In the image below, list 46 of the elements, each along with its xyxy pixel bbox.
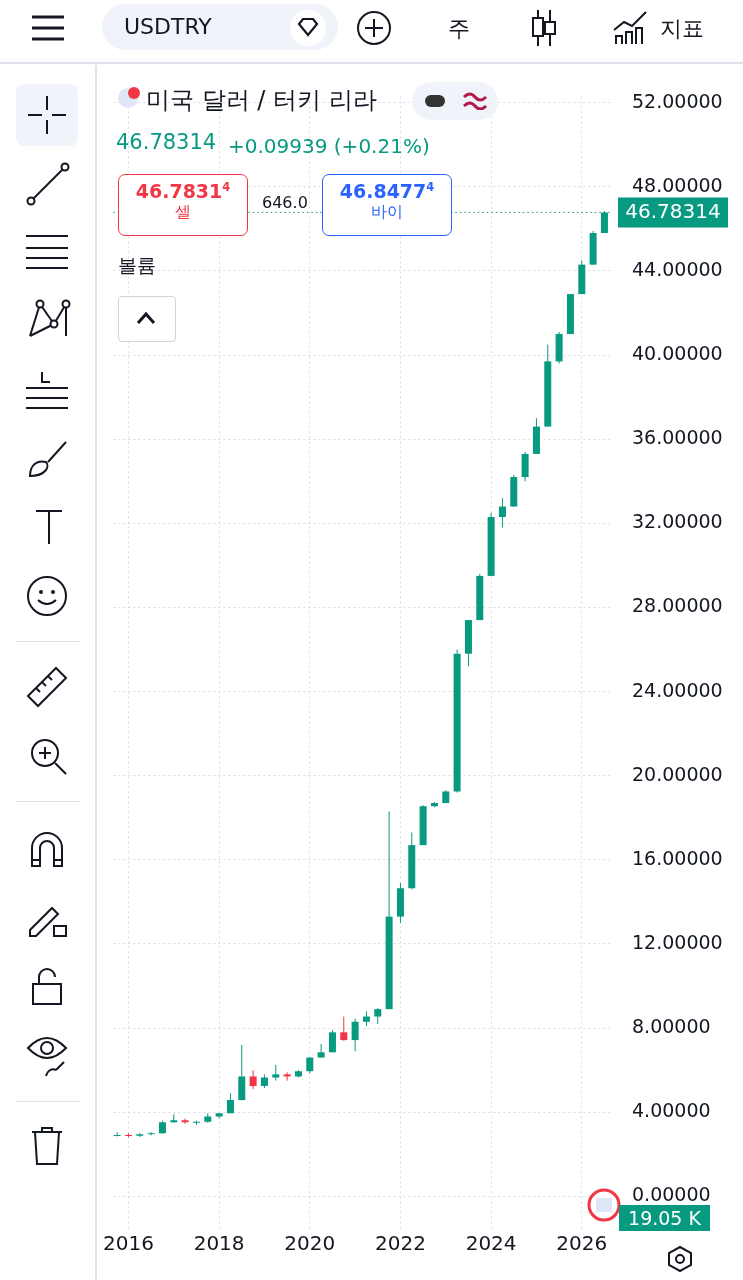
x-tick-label: 2022 <box>374 1231 426 1256</box>
candlestick <box>340 1016 348 1042</box>
text: USDTRY <box>124 14 212 39</box>
y-tick-label: 32.00000 <box>632 510 723 533</box>
candlestick <box>249 1069 257 1090</box>
y-tick-label: 48.00000 <box>632 173 723 196</box>
y-tick-label: 24.00000 <box>632 678 723 701</box>
text: 19.05 K <box>619 1205 710 1231</box>
chart-title: 미국 달러 / 터키 리라 <box>146 85 377 116</box>
candlestick <box>498 497 506 529</box>
candlestick <box>521 451 529 482</box>
candlestick <box>238 1044 246 1102</box>
candlestick <box>113 1131 121 1137</box>
y-tick-label: 52.00000 <box>632 89 723 112</box>
y-tick-label: 40.00000 <box>632 342 723 365</box>
candlestick <box>181 1118 189 1125</box>
annotation: +0.09939 (+0.21%) <box>228 134 430 158</box>
annotation: 바이 <box>370 202 404 224</box>
candlestick <box>283 1071 291 1082</box>
text: 지표 <box>660 15 704 43</box>
annotation: 46.7831$^{4}$ <box>134 180 232 203</box>
y-tick-label: 20.00000 <box>632 762 723 785</box>
x-tick-label: 2024 <box>465 1231 517 1256</box>
candlestick <box>147 1131 155 1136</box>
candlestick <box>317 1043 325 1059</box>
ref-line-label: 46.78314 <box>625 198 721 223</box>
y-tick-label: 36.00000 <box>632 426 723 449</box>
x-tick-label: 2026 <box>556 1231 608 1256</box>
y-tick-label: 28.00000 <box>632 594 723 617</box>
x-tick-label: 2016 <box>103 1231 154 1256</box>
candlestick <box>351 1018 359 1052</box>
text: 46.78314 <box>116 130 217 154</box>
annotation: 볼륨 <box>118 253 156 278</box>
annotation: 셀 <box>174 202 192 224</box>
candlestick <box>215 1112 223 1120</box>
annotation: 46.8477$^{4}$ <box>338 180 436 203</box>
y-tick-label: 12.00000 <box>632 930 723 953</box>
y-tick-label: 44.00000 <box>632 257 723 280</box>
y-tick-label: 4.00000 <box>632 1099 711 1122</box>
y-tick-label: 8.00000 <box>632 1015 711 1038</box>
y-tick-label: 0.00000 <box>632 1183 711 1206</box>
annotation: 646.0 <box>262 193 308 212</box>
x-tick-label: 2020 <box>284 1231 336 1256</box>
y-tick-label: 16.00000 <box>632 846 723 869</box>
x-tick-label: 2018 <box>193 1231 245 1256</box>
text: 주 <box>448 15 470 43</box>
